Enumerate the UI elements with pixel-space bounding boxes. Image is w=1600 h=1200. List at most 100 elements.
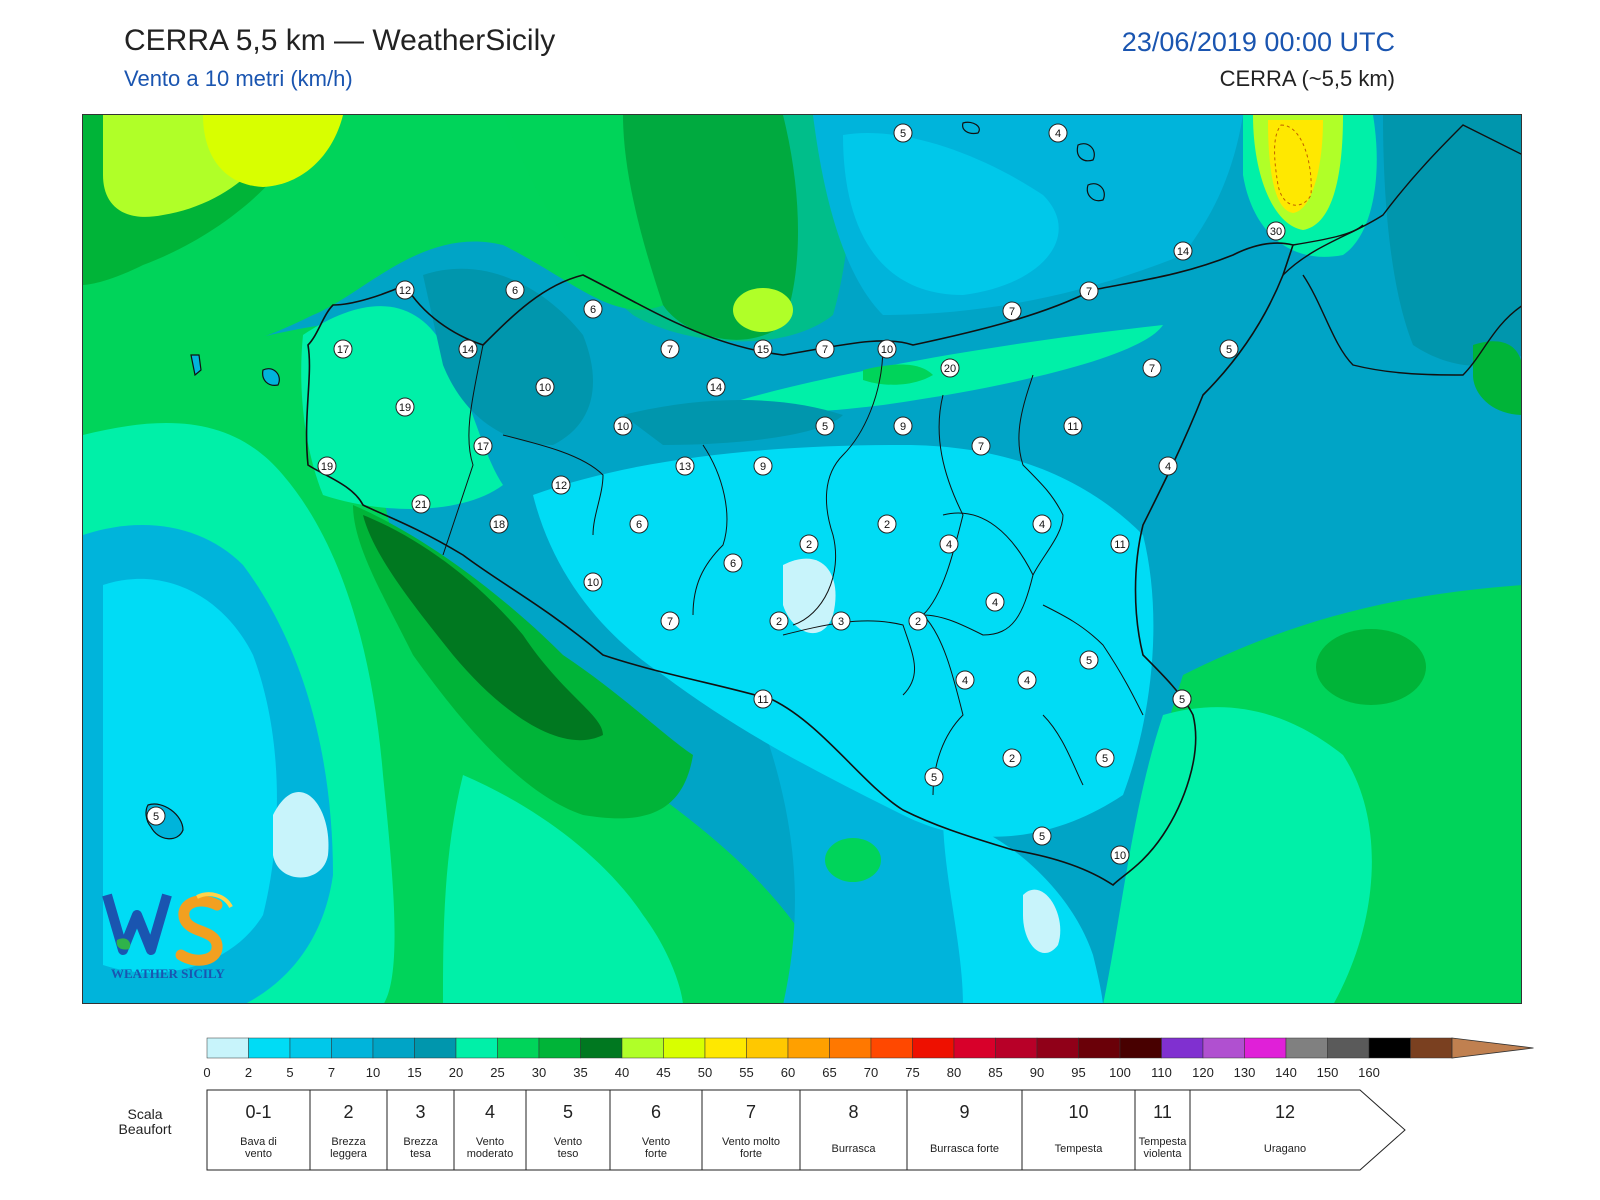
colorbar-segment: [1327, 1037, 1370, 1059]
station-label: 10: [535, 377, 555, 397]
weather-sicily-logo: WEATHER SICILY: [97, 885, 257, 985]
beaufort-number: 8: [848, 1102, 858, 1122]
station-marker: [505, 280, 525, 300]
station-value: 19: [321, 461, 333, 473]
station-label: 15: [753, 339, 773, 359]
station-label: 4: [1032, 514, 1052, 534]
wind-field-north-green: [503, 115, 850, 342]
colorbar-tick-label: 0: [203, 1065, 210, 1080]
colorbar-tick-label: 160: [1358, 1065, 1380, 1080]
station-label: 6: [505, 280, 525, 300]
colorbar-segment: [953, 1037, 996, 1059]
colorbar-segment: [289, 1037, 332, 1059]
station-marker: [333, 339, 353, 359]
station-marker: [458, 339, 478, 359]
beaufort-description: vento: [245, 1148, 272, 1160]
wind-field-calabria: [1383, 115, 1521, 366]
station-value: 5: [1102, 753, 1108, 765]
station-value: 3: [838, 616, 844, 628]
calabria-coastline: [1282, 124, 1521, 376]
colorbar-tick-label: 40: [615, 1065, 629, 1080]
station-marker: [831, 611, 851, 631]
station-label: 9: [753, 456, 773, 476]
wind-field-tyrrhenian-green: [863, 364, 933, 385]
station-marker: [660, 339, 680, 359]
colorbar-tick-label: 2: [245, 1065, 252, 1080]
station-marker: [583, 572, 603, 592]
station-value: 15: [757, 344, 769, 356]
station-value: 12: [555, 480, 567, 492]
colorbar-tick-label: 70: [864, 1065, 878, 1080]
station-label: 2: [1002, 748, 1022, 768]
station-value: 4: [1039, 519, 1045, 531]
station-marker: [473, 436, 493, 456]
beaufort-box: [799, 1089, 908, 1171]
station-labels: 5 4 14 30 12 6 6 17 14 7 15 7 10 7 7 5 20 7 10 14 19 17 10 5 9 7 1…: [146, 123, 1286, 865]
station-marker: [1032, 826, 1052, 846]
station-value: 6: [730, 558, 736, 570]
beaufort-number: 4: [485, 1102, 495, 1122]
station-label: 12: [395, 280, 415, 300]
station-marker: [1048, 123, 1068, 143]
station-label: 2: [877, 514, 897, 534]
colorbar-segment: [1244, 1037, 1287, 1059]
station-marker: [613, 416, 633, 436]
station-label: 17: [333, 339, 353, 359]
beaufort-number: 7: [746, 1102, 756, 1122]
station-marker: [317, 456, 337, 476]
colorbar-tick-label: 25: [490, 1065, 504, 1080]
station-label: 7: [1002, 301, 1022, 321]
station-label: 4: [1017, 670, 1037, 690]
wind-map-svg: 5 4 14 30 12 6 6 17 14 7 15 7 10 7 7 5 20 7 10 14 19 17 10 5 9 7 1…: [83, 115, 1521, 1003]
station-value: 5: [1226, 344, 1232, 356]
station-label: 5: [146, 806, 166, 826]
station-marker: [971, 436, 991, 456]
colorbar-segment: [1285, 1037, 1328, 1059]
beaufort-box: [701, 1089, 801, 1171]
colorbar-segment: [206, 1037, 249, 1059]
station-label: 4: [955, 670, 975, 690]
station-value: 10: [617, 421, 629, 433]
station-marker: [1079, 650, 1099, 670]
colorbar-segment: [455, 1037, 498, 1059]
colorbar-segment: [1161, 1037, 1204, 1059]
station-marker: [1172, 689, 1192, 709]
beaufort-box: [309, 1089, 388, 1171]
colorbar-segment: [912, 1037, 955, 1059]
station-marker: [1219, 339, 1239, 359]
colorbar-tick-label: 120: [1192, 1065, 1214, 1080]
station-marker: [675, 456, 695, 476]
logo-text: WEATHER SICILY: [111, 966, 225, 981]
station-label: 5: [815, 416, 835, 436]
station-value: 2: [1009, 753, 1015, 765]
beaufort-box: [1134, 1089, 1191, 1171]
legend-svg: 0 2 5 7 10 15 20 25 30 35 40 45 50 55 60 65 70 75 80 85 90 95…: [203, 1037, 1534, 1171]
beaufort-description: Burrasca forte: [930, 1143, 999, 1155]
colorbar-segment: [1119, 1037, 1162, 1059]
beaufort-description: Vento: [642, 1136, 670, 1148]
station-label: 2: [799, 534, 819, 554]
station-value: 4: [1055, 128, 1061, 140]
station-label: 19: [317, 456, 337, 476]
station-value: 7: [1086, 286, 1092, 298]
station-label: 10: [1110, 845, 1130, 865]
station-label: 10: [613, 416, 633, 436]
colorbar-tick-label: 45: [656, 1065, 670, 1080]
station-marker: [877, 514, 897, 534]
colorbar-segment: [580, 1037, 623, 1059]
station-value: 4: [946, 539, 952, 551]
station-value: 7: [822, 344, 828, 356]
station-marker: [660, 611, 680, 631]
station-label: 5: [1095, 748, 1115, 768]
beaufort-scale-label: Scala Beaufort: [118, 1106, 172, 1137]
colorbar-segment: [829, 1037, 872, 1059]
station-marker: [939, 534, 959, 554]
station-label: 6: [629, 514, 649, 534]
station-marker: [753, 339, 773, 359]
colorbar-tick-label: 10: [366, 1065, 380, 1080]
beaufort-description: Brezza: [403, 1136, 438, 1148]
station-value: 7: [667, 344, 673, 356]
station-label: 11: [1063, 416, 1083, 436]
wind-field-east-dark: [1316, 629, 1426, 705]
station-marker: [1110, 534, 1130, 554]
